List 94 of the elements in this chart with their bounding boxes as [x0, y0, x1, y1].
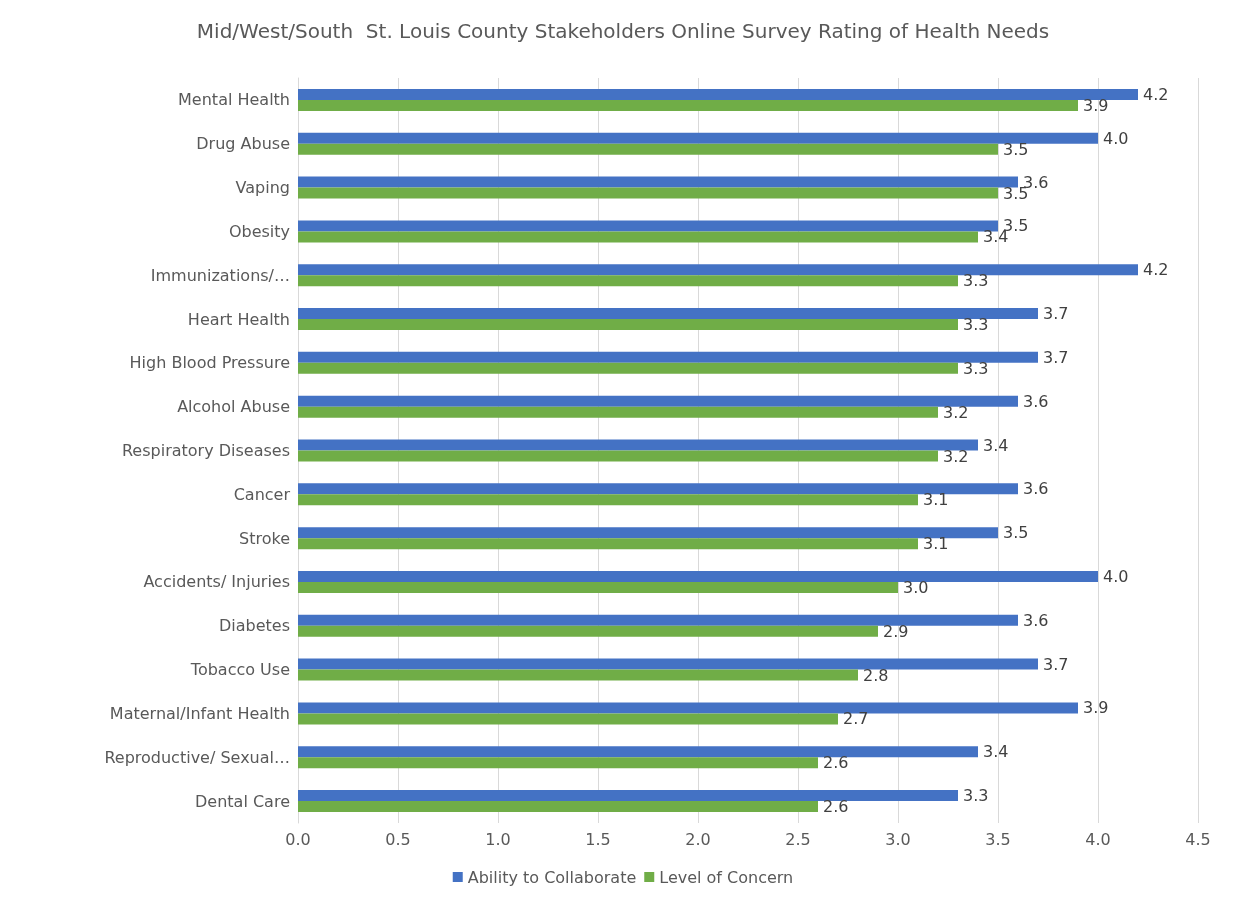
bar [298, 406, 938, 418]
data-label: 2.8 [863, 665, 889, 685]
data-label: 3.9 [1083, 95, 1109, 115]
data-label: 3.7 [1043, 304, 1069, 324]
data-label: 3.9 [1083, 698, 1109, 718]
y-tick-label: Maternal/Infant Health [109, 703, 290, 723]
x-tick-label: 2.5 [785, 829, 811, 849]
bar [298, 801, 818, 813]
y-tick-label: Obesity [228, 221, 290, 241]
bar [298, 395, 1018, 407]
x-tick-label: 3.5 [985, 829, 1011, 849]
x-tick-label: 4.0 [1085, 829, 1111, 849]
y-tick-label: Respiratory Diseases [121, 441, 290, 460]
y-tick-label: Stroke [239, 528, 290, 548]
bar [298, 494, 918, 506]
y-tick-label: Drug Abuse [196, 134, 290, 154]
data-label: 2.9 [883, 621, 909, 641]
data-label: 3.3 [963, 271, 989, 291]
bar [298, 319, 958, 331]
bar [298, 220, 998, 232]
bar [298, 231, 978, 243]
data-label: 2.6 [823, 797, 849, 817]
y-tick-label: Mental Health [178, 90, 290, 110]
data-label: 3.3 [963, 358, 989, 378]
bar [298, 570, 1098, 582]
bar [298, 669, 858, 681]
y-tick-label: High Blood Pressure [129, 353, 290, 373]
data-label: 3.2 [943, 446, 969, 466]
bar [298, 187, 998, 199]
bar [298, 308, 1038, 320]
data-label: 2.6 [823, 753, 849, 773]
bar [298, 264, 1138, 276]
bar [298, 702, 1078, 714]
bar [298, 439, 978, 451]
data-label: 3.7 [1043, 347, 1069, 367]
data-label: 4.0 [1103, 566, 1129, 586]
y-tick-label: Heart Health [187, 309, 290, 329]
x-tick-label: 0.5 [385, 829, 411, 849]
data-label: 3.6 [1023, 479, 1049, 499]
x-tick-label: 0.0 [285, 829, 311, 849]
y-tick-label: Immunizations/… [150, 265, 290, 285]
data-label: 3.1 [923, 534, 949, 554]
data-label: 4.0 [1103, 128, 1129, 148]
x-tick-label: 1.5 [585, 829, 611, 849]
bar [298, 351, 1038, 363]
y-tick-label: Tobacco Use [189, 660, 290, 680]
legend-label: Level of Concern [659, 867, 794, 887]
bar [298, 132, 1098, 144]
y-tick-label: Dental Care [195, 791, 290, 811]
data-label: 3.4 [983, 742, 1009, 762]
y-tick-label: Reproductive/ Sexual… [104, 747, 290, 767]
bar [298, 450, 938, 462]
data-label: 4.2 [1143, 260, 1169, 280]
bar [298, 658, 1038, 670]
bar [298, 99, 1078, 111]
bar [298, 362, 958, 374]
data-label: 3.5 [1003, 139, 1029, 159]
data-label: 3.0 [903, 577, 929, 597]
data-label: 4.2 [1143, 84, 1169, 104]
bar [298, 614, 1018, 626]
bar [298, 713, 838, 725]
data-label: 2.7 [843, 709, 869, 729]
bar [298, 746, 978, 758]
data-label: 3.3 [963, 786, 989, 806]
bar [298, 176, 1018, 188]
data-label: 3.5 [1003, 523, 1029, 543]
y-tick-label: Alcohol Abuse [177, 397, 290, 417]
x-tick-label: 4.5 [1185, 829, 1211, 849]
y-tick-label: Accidents/ Injuries [143, 572, 290, 592]
data-label: 3.4 [983, 435, 1009, 455]
bar [298, 790, 958, 802]
x-tick-label: 3.0 [885, 829, 911, 849]
bar [298, 625, 878, 637]
bar [298, 757, 818, 769]
data-label: 3.6 [1023, 391, 1049, 411]
bar [298, 483, 1018, 495]
data-label: 3.3 [963, 315, 989, 335]
bar [298, 527, 998, 539]
data-label: 3.1 [923, 490, 949, 510]
bar [298, 143, 998, 155]
y-tick-label: Cancer [233, 484, 291, 504]
bar [298, 88, 1138, 100]
y-tick-label: Vaping [235, 178, 290, 198]
y-tick-label: Diabetes [218, 616, 290, 636]
legend-label: Ability to Collaborate [467, 867, 637, 887]
bar [298, 275, 958, 287]
bar [298, 538, 918, 550]
data-label: 3.2 [943, 402, 969, 422]
chart-title: Mid/West/South St. Louis County Stakeholders Online Survey Rating of Health Needs [196, 19, 1050, 43]
bar [298, 581, 898, 593]
x-tick-label: 2.0 [685, 829, 711, 849]
data-label: 3.6 [1023, 610, 1049, 630]
data-label: 3.7 [1043, 654, 1069, 674]
x-tick-label: 1.0 [485, 829, 511, 849]
